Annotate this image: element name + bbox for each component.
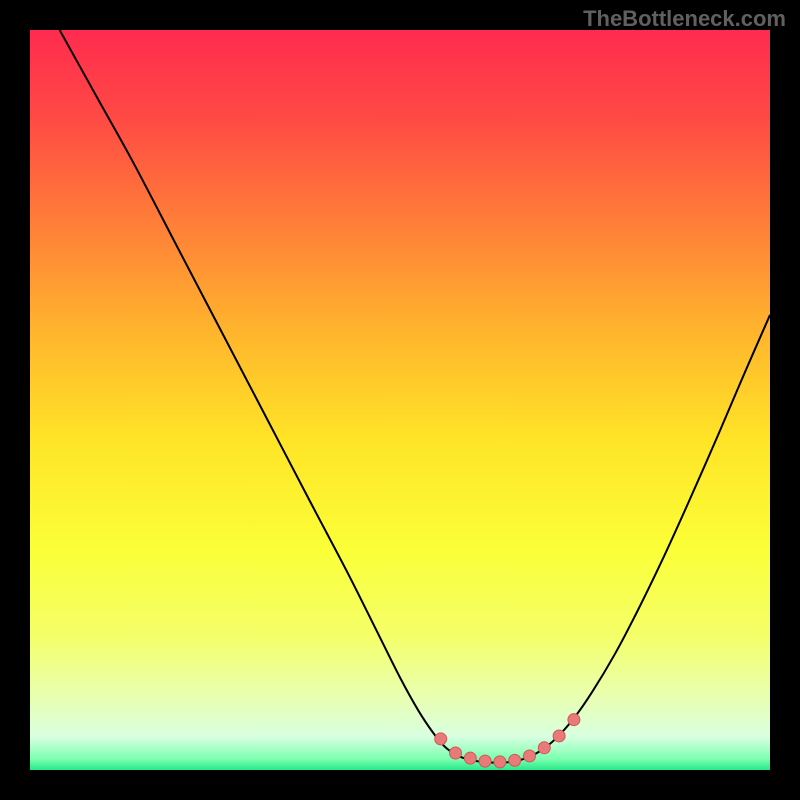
marker-point	[450, 747, 462, 759]
marker-point	[524, 750, 536, 762]
marker-point	[494, 756, 506, 768]
marker-point	[538, 742, 550, 754]
bottleneck-curve	[60, 30, 770, 763]
marker-point	[435, 733, 447, 745]
watermark-text: TheBottleneck.com	[583, 6, 786, 32]
marker-point	[464, 752, 476, 764]
marker-point	[479, 755, 491, 767]
marker-point	[553, 730, 565, 742]
curve-markers	[435, 714, 580, 768]
plot-area	[30, 30, 770, 770]
marker-point	[568, 714, 580, 726]
curve-layer	[30, 30, 770, 770]
marker-point	[509, 754, 521, 766]
